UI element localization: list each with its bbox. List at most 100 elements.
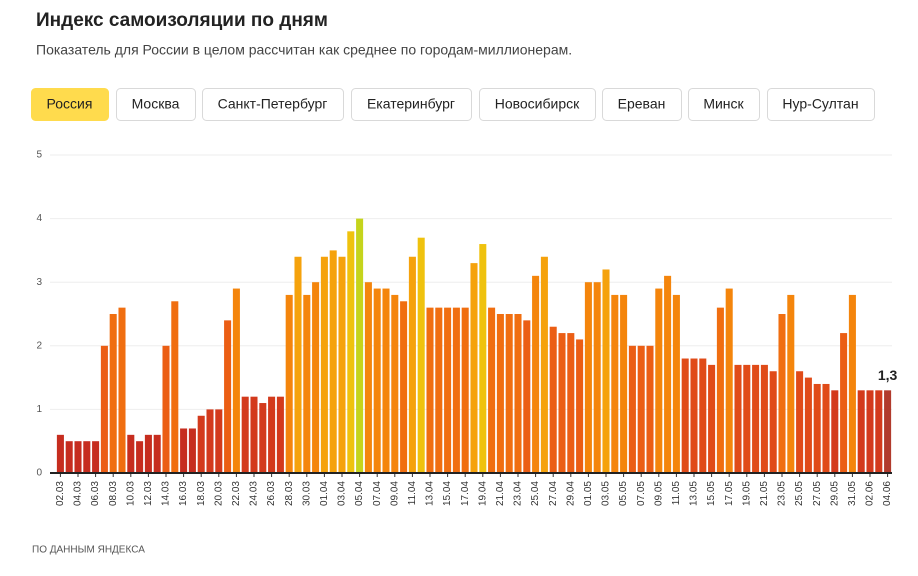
bar xyxy=(320,256,328,473)
bar xyxy=(435,307,443,473)
bar xyxy=(232,288,240,473)
tab-label[interactable]: Минск xyxy=(703,96,744,112)
bar xyxy=(848,294,856,473)
bar xyxy=(285,294,293,473)
bar xyxy=(224,320,232,473)
bar xyxy=(620,294,628,473)
bar xyxy=(276,396,284,473)
x-tick-label: 12.03 xyxy=(143,481,154,506)
bar xyxy=(144,434,152,473)
y-tick-label: 0 xyxy=(36,468,42,479)
bar xyxy=(804,377,812,473)
x-tick-label: 27.04 xyxy=(548,481,559,506)
bar xyxy=(532,275,540,473)
x-tick-label: 04.03 xyxy=(73,481,84,506)
bar xyxy=(822,383,830,473)
x-tick-label: 24.03 xyxy=(249,481,260,506)
bar xyxy=(329,250,337,473)
y-tick-label: 3 xyxy=(36,277,42,288)
bar xyxy=(646,345,654,473)
bar xyxy=(338,256,346,473)
bar xyxy=(461,307,469,473)
bar xyxy=(347,231,355,473)
x-tick-label: 19.05 xyxy=(741,481,752,506)
y-tick-label: 1 xyxy=(36,404,42,415)
tab[interactable] xyxy=(202,88,344,121)
bar xyxy=(100,345,108,473)
bar xyxy=(391,294,399,473)
bar xyxy=(294,256,302,473)
x-tick-label: 02.06 xyxy=(865,481,876,506)
x-tick-label: 21.05 xyxy=(759,481,770,506)
bar xyxy=(197,415,205,473)
tab-label[interactable]: Новосибирск xyxy=(495,96,580,112)
chart-subtitle: Показатель для России в целом рассчитан … xyxy=(36,42,572,58)
x-tick-label: 11.04 xyxy=(407,481,418,506)
x-tick-label: 11.05 xyxy=(671,481,682,506)
bar xyxy=(681,358,689,473)
bar xyxy=(241,396,249,473)
x-tick-label: 01.04 xyxy=(319,481,330,506)
tab[interactable] xyxy=(31,88,109,121)
tab-label[interactable]: Россия xyxy=(47,96,93,112)
bar xyxy=(74,441,82,473)
bar xyxy=(690,358,698,473)
bar xyxy=(664,275,672,473)
x-tick-label: 03.05 xyxy=(601,481,612,506)
tab[interactable] xyxy=(479,88,596,121)
bar xyxy=(760,364,768,473)
bar xyxy=(488,307,496,473)
bar xyxy=(382,288,390,473)
bar xyxy=(188,428,196,473)
bar xyxy=(356,218,364,473)
x-tick-label: 13.04 xyxy=(425,481,436,506)
tab-label[interactable]: Нур-Султан xyxy=(782,96,858,112)
bar xyxy=(743,364,751,473)
bar xyxy=(769,371,777,473)
bar xyxy=(602,269,610,473)
x-tick-label: 06.03 xyxy=(90,481,101,506)
bar xyxy=(364,282,372,473)
x-tick-label: 31.05 xyxy=(847,481,858,506)
x-tick-label: 07.04 xyxy=(372,481,383,506)
bar xyxy=(611,294,619,473)
tab-label[interactable]: Санкт-Петербург xyxy=(218,96,328,112)
bar xyxy=(576,339,584,473)
bar xyxy=(268,396,276,473)
bar xyxy=(796,371,804,473)
bar xyxy=(56,434,64,473)
bar xyxy=(523,320,531,473)
tab[interactable] xyxy=(351,88,472,121)
bar xyxy=(417,237,425,473)
bar xyxy=(312,282,320,473)
x-tick-label: 17.05 xyxy=(724,481,735,506)
bar xyxy=(118,307,126,473)
bar xyxy=(505,314,513,473)
tab[interactable] xyxy=(688,88,760,121)
tab[interactable] xyxy=(602,88,682,121)
tab-label[interactable]: Екатеринбург xyxy=(367,96,455,112)
bar xyxy=(514,314,522,473)
x-tick-label: 25.04 xyxy=(530,481,541,506)
x-tick-label: 07.05 xyxy=(636,481,647,506)
x-tick-label: 10.03 xyxy=(125,481,136,506)
bar xyxy=(716,307,724,473)
bar xyxy=(567,333,575,473)
tab-label[interactable]: Ереван xyxy=(618,96,666,112)
x-tick-label: 16.03 xyxy=(178,481,189,506)
x-tick-label: 09.04 xyxy=(389,481,400,506)
tab[interactable] xyxy=(116,88,196,121)
bar xyxy=(831,390,839,473)
bar xyxy=(408,256,416,473)
bar xyxy=(549,326,557,473)
bar xyxy=(153,434,161,473)
x-tick-label: 21.04 xyxy=(495,481,506,506)
x-tick-label: 28.03 xyxy=(284,481,295,506)
tab-label[interactable]: Москва xyxy=(132,96,180,112)
bar xyxy=(734,364,742,473)
bar xyxy=(136,441,144,473)
bar xyxy=(162,345,170,473)
bar xyxy=(840,333,848,473)
tab[interactable] xyxy=(767,88,875,121)
x-tick-label: 26.03 xyxy=(266,481,277,506)
